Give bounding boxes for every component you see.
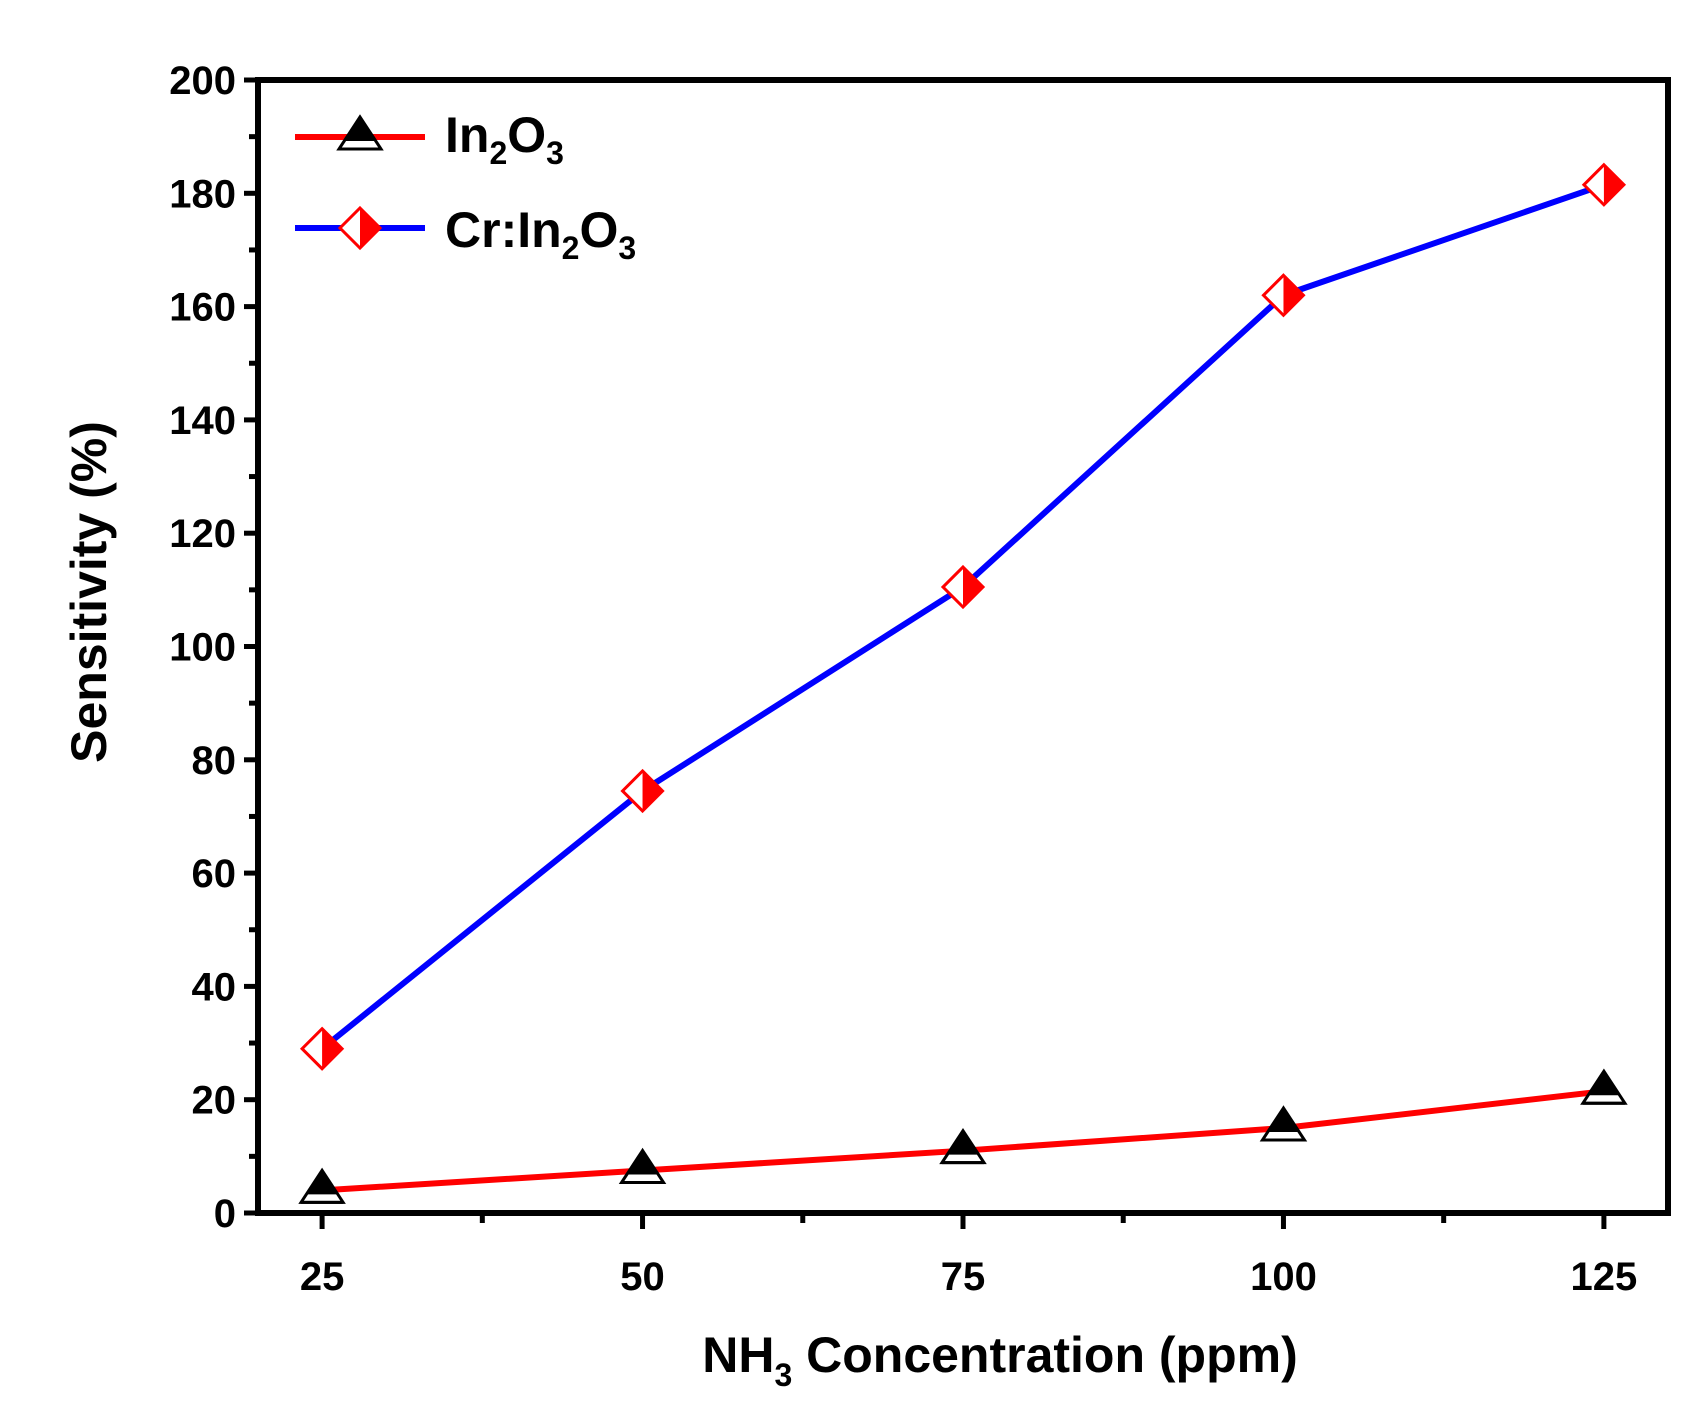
y-tick-label: 160 [169, 286, 236, 330]
series-in2o3-point [939, 1127, 987, 1165]
y-axis-title: Sensitivity (%) [61, 421, 117, 763]
y-tick-label: 60 [192, 852, 237, 896]
diamond-marker-right-half [360, 208, 380, 248]
legend-sample-in2o3-marker [336, 114, 384, 151]
y-tick-label: 40 [192, 965, 237, 1009]
x-tick-label: 75 [941, 1255, 986, 1299]
triangle-marker-dark-half [626, 1150, 659, 1175]
x-tick-label: 125 [1571, 1255, 1638, 1299]
diamond-marker-right-half [1283, 275, 1304, 316]
x-tick-label: 25 [300, 1255, 345, 1299]
y-tick-label: 100 [169, 626, 236, 670]
triangle-marker-dark-half [306, 1170, 339, 1195]
diamond-marker-right-half [642, 770, 663, 811]
x-tick-label: 100 [1250, 1255, 1317, 1299]
series-layer [298, 162, 1628, 1204]
legend: In2O3 Cr:In2O3 [295, 107, 636, 266]
legend-label-in2o3: In2O3 [445, 107, 564, 171]
triangle-marker-dark-half [344, 117, 376, 141]
diamond-marker-right-half [963, 567, 983, 608]
legend-label-cr-in2o3: Cr:In2O3 [445, 202, 636, 266]
series-in2o3-point [298, 1167, 346, 1204]
triangle-marker-dark-half [1267, 1108, 1300, 1133]
y-tick-label: 120 [169, 512, 236, 556]
series-in2o3-point [618, 1147, 667, 1185]
y-tick-label: 140 [169, 399, 236, 443]
y-tick-label: 80 [192, 739, 237, 783]
y-tick-label: 0 [214, 1192, 236, 1236]
x-axis-title: NH3 Concentration (ppm) [702, 1327, 1298, 1393]
series-in2o3-point [1259, 1105, 1308, 1142]
series-cr-in2o3-line [320, 181, 1605, 1052]
series-cr-in2o3-point [620, 768, 665, 814]
y-tick-label: 180 [169, 172, 236, 216]
series-in2o3-point [1580, 1068, 1628, 1105]
y-tick-label: 20 [192, 1079, 237, 1123]
series-cr-in2o3-point [1581, 162, 1627, 207]
triangle-marker-dark-half [1587, 1071, 1620, 1096]
triangle-marker-dark-half [947, 1130, 979, 1155]
legend-sample-cr-in2o3-marker [337, 205, 383, 251]
series-cr-in2o3-point [1261, 273, 1306, 318]
x-tick-label: 50 [620, 1255, 665, 1299]
diamond-marker-right-half [1603, 164, 1624, 205]
y-tick-label: 200 [169, 59, 236, 103]
axes: 0 20 40 60 80 100 120 140 160 180 200 25 50 75 100 125 [169, 59, 1671, 1299]
diamond-marker-right-half [322, 1028, 343, 1069]
series-cr-in2o3-point [299, 1026, 345, 1071]
series-cr-in2o3-point [940, 564, 986, 610]
